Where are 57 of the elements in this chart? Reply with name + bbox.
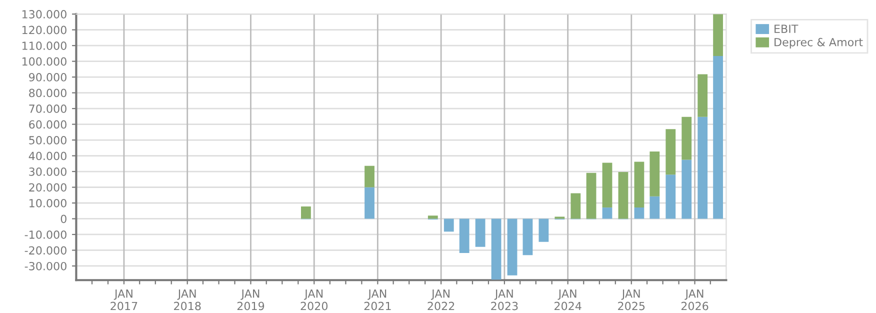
bar (602, 162, 612, 208)
y-tick-label: 90.000 (29, 73, 66, 82)
x-tick-label: JAN 2026 (681, 290, 708, 310)
bar (713, 14, 723, 56)
y-tick-label: 80.000 (29, 88, 66, 98)
x-tick-label: JAN 2020 (300, 290, 328, 310)
x-tick-label: JAN 2024 (554, 290, 582, 310)
x-tick-label: JAN 2019 (237, 290, 264, 310)
bar (698, 116, 708, 219)
x-tick-label: JAN 2017 (110, 290, 138, 310)
bar (459, 218, 470, 254)
bar (507, 218, 518, 276)
x-tick-label: JAN 2018 (174, 290, 201, 310)
bar (538, 218, 549, 242)
y-tick-label: 60.000 (29, 120, 66, 129)
y-tick-label: 120.000 (22, 26, 66, 34)
y-tick-label: -30.000 (24, 262, 66, 270)
bar (650, 196, 660, 219)
legend-label: EBIT (774, 24, 798, 33)
y-tick-label: 50.000 (29, 136, 66, 144)
y-tick-label: -20.000 (24, 246, 66, 255)
bar (650, 152, 660, 196)
bar (428, 216, 438, 219)
bar (618, 172, 628, 219)
bar (475, 218, 486, 247)
bar (570, 193, 581, 219)
y-tick-label: 20.000 (29, 183, 66, 192)
y-tick-label: 110.000 (22, 42, 66, 50)
bar (602, 208, 612, 219)
bar (634, 208, 644, 219)
bar (586, 172, 596, 219)
x-tick-label: JAN 2021 (364, 290, 391, 310)
bar (364, 187, 374, 219)
x-tick-label: JAN 2023 (491, 290, 518, 310)
bar (634, 162, 644, 208)
y-tick-label: 100.000 (22, 57, 66, 66)
y-tick-label: 0 (60, 214, 66, 224)
y-tick-label: -10.000 (24, 230, 66, 239)
bar (491, 218, 502, 280)
y-tick-label: 10.000 (30, 198, 66, 208)
x-tick-label: JAN 2025 (618, 290, 645, 310)
y-tick-label: 40.000 (28, 152, 66, 160)
bar (301, 206, 311, 219)
y-tick-label: 70.000 (29, 104, 66, 113)
bar (713, 56, 723, 219)
bar (666, 174, 676, 219)
bar (444, 218, 454, 232)
bar (682, 160, 692, 219)
bar (522, 218, 533, 256)
bar (698, 74, 708, 117)
bar (364, 166, 374, 188)
x-tick-label: JAN 2022 (428, 290, 454, 310)
y-tick-label: 30.000 (29, 167, 66, 176)
legend-label: Deprec & Amort (774, 38, 863, 48)
bar (682, 116, 692, 160)
y-tick-label: 130.000 (22, 10, 66, 18)
bar (666, 129, 676, 175)
